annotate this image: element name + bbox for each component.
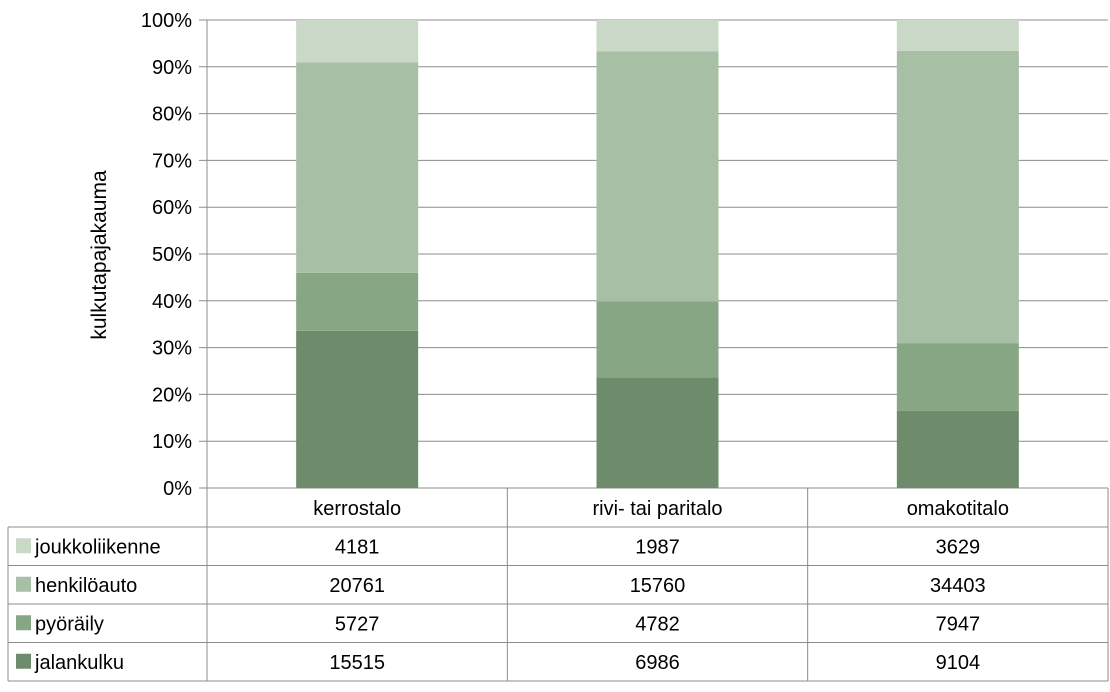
legend-label-joukkoliikenne: joukkoliikenne bbox=[34, 536, 161, 558]
legend-label-py-r-ily: pyöräily bbox=[35, 613, 104, 635]
y-tick-label: 20% bbox=[152, 384, 192, 406]
y-tick-label: 70% bbox=[152, 150, 192, 172]
table-cell-jalankulku-rivi-tai-paritalo: 6986 bbox=[635, 652, 680, 674]
table-cell-jalankulku-omakotitalo: 9104 bbox=[936, 652, 981, 674]
y-tick-label: 0% bbox=[163, 478, 192, 500]
table-cell-henkil-auto-omakotitalo: 34403 bbox=[930, 575, 986, 597]
bar-henkil-auto-rivi-tai-paritalo bbox=[596, 51, 719, 302]
y-axis-title: kulkutapajakauma bbox=[88, 170, 111, 340]
y-axis-tick-labels: 0% 10% 20% 30% 40% 50% 60% 70% 80% 90% 100% bbox=[141, 10, 192, 500]
y-tick-label: 50% bbox=[152, 244, 192, 266]
category-label-omakotitalo: omakotitalo bbox=[907, 498, 1009, 520]
legend-label-jalankulku: jalankulku bbox=[34, 652, 124, 674]
legend-swatch-py-r-ily bbox=[16, 615, 31, 631]
legend-swatch-henkil-auto bbox=[16, 576, 31, 592]
y-tick-label: 40% bbox=[152, 291, 192, 313]
table-cell-jalankulku-kerrostalo: 15515 bbox=[329, 652, 385, 674]
category-label-rivi-tai-paritalo: rivi- tai paritalo bbox=[592, 498, 722, 520]
bar-henkil-auto-omakotitalo bbox=[896, 50, 1019, 344]
legend-swatch-joukkoliikenne bbox=[16, 538, 31, 554]
y-tick-label: 90% bbox=[152, 57, 192, 79]
bar-jalankulku-rivi-tai-paritalo bbox=[596, 377, 719, 488]
bar-henkil-auto-kerrostalo bbox=[296, 62, 419, 273]
category-label-kerrostalo: kerrostalo bbox=[313, 498, 401, 520]
bar-py-r-ily-omakotitalo bbox=[896, 343, 1019, 411]
table-cell-henkil-auto-rivi-tai-paritalo: 15760 bbox=[630, 575, 686, 597]
table-cell-joukkoliikenne-rivi-tai-paritalo: 1987 bbox=[635, 536, 680, 558]
table-cell-py-r-ily-omakotitalo: 7947 bbox=[936, 613, 981, 635]
bars bbox=[296, 20, 1019, 488]
y-tick-label: 100% bbox=[141, 10, 192, 32]
y-tick-label: 80% bbox=[152, 104, 192, 126]
bar-joukkoliikenne-kerrostalo bbox=[296, 20, 419, 63]
bar-jalankulku-kerrostalo bbox=[296, 330, 419, 488]
table-cell-henkil-auto-kerrostalo: 20761 bbox=[329, 575, 385, 597]
table-cell-joukkoliikenne-kerrostalo: 4181 bbox=[335, 536, 380, 558]
bar-joukkoliikenne-rivi-tai-paritalo bbox=[596, 20, 719, 52]
bar-joukkoliikenne-omakotitalo bbox=[896, 20, 1019, 51]
legend-label-henkil-auto: henkilöauto bbox=[35, 575, 137, 597]
data-table: kerrostalo rivi- tai paritalo omakotitalo j… bbox=[7, 488, 1109, 682]
bar-jalankulku-omakotitalo bbox=[896, 410, 1019, 488]
table-cell-py-r-ily-rivi-tai-paritalo: 4782 bbox=[635, 613, 680, 635]
y-tick-label: 60% bbox=[152, 197, 192, 219]
bar-py-r-ily-kerrostalo bbox=[296, 272, 419, 331]
legend-swatch-jalankulku bbox=[16, 653, 31, 669]
table-cell-py-r-ily-kerrostalo: 5727 bbox=[335, 613, 380, 635]
bar-py-r-ily-rivi-tai-paritalo bbox=[596, 301, 719, 378]
y-tick-label: 30% bbox=[152, 338, 192, 360]
y-tick-label: 10% bbox=[152, 431, 192, 453]
table-cell-joukkoliikenne-omakotitalo: 3629 bbox=[936, 536, 981, 558]
